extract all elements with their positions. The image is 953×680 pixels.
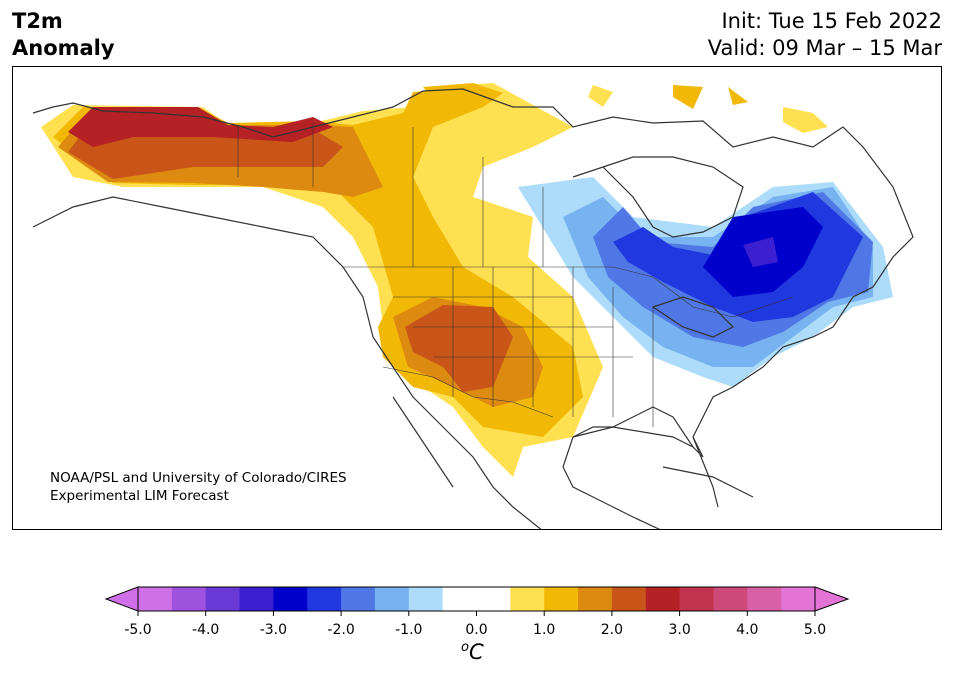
cool-anomaly-region (518, 177, 893, 387)
colorbar-segment (205, 587, 241, 611)
colorbar-tick-label: -1.0 (395, 622, 423, 638)
colorbar-segment (408, 587, 444, 611)
colorbar-segment (476, 587, 511, 611)
units-degree: o (461, 640, 469, 655)
colorbar-segment (713, 587, 748, 611)
colorbar-low-extend (104, 586, 139, 612)
credit-line-1: NOAA/PSL and University of Colorado/CIRE… (50, 470, 347, 486)
colorbar-tick-label: -4.0 (192, 622, 220, 638)
warm-arctic-2 (588, 85, 613, 107)
colorbar-tick-label: -3.0 (259, 622, 288, 638)
colorbar-segment (442, 587, 477, 611)
colorbar-tick-label: -5.0 (124, 622, 152, 638)
north-america-outline (32, 88, 914, 529)
credit-line-2: Experimental LIM Forecast (50, 487, 229, 504)
anomaly-map: NOAA/PSL and University of Colorado/CIRE… (12, 66, 942, 530)
colorbar-segment (747, 587, 782, 611)
title-line-2: Anomaly (12, 36, 115, 60)
colorbar-tick-label: -2.0 (327, 622, 355, 638)
valid-date: Valid: 09 Mar – 15 Mar (707, 36, 942, 60)
map-title: T2m Anomaly (12, 8, 115, 62)
colorbar-tick-label: 0.0 (465, 622, 488, 638)
map-canvas (32, 83, 914, 529)
us-canada-border (343, 266, 794, 318)
units-label: C (468, 640, 484, 664)
colorbar-tick-label: 4.0 (736, 622, 759, 638)
colorbar-segments (138, 587, 816, 611)
warm-arctic-4 (728, 87, 748, 105)
colorbar-segment (138, 587, 173, 611)
colorbar-tick-label: 1.0 (533, 622, 556, 638)
us-mexico-border (382, 366, 554, 418)
great-lakes (651, 296, 735, 338)
colorbar-segment (273, 587, 308, 611)
cool-level-6 (743, 237, 778, 267)
colorbar-tick-label: 3.0 (668, 622, 691, 638)
colorbar-segment (341, 587, 376, 611)
political-borders (237, 123, 794, 427)
colorbar-high-extend (814, 586, 850, 612)
colorbar-segment (307, 587, 342, 611)
colorbar-ticks (137, 611, 816, 616)
colorbar-units: oC (461, 640, 484, 664)
colorbar-segment (679, 587, 714, 611)
west-coast (32, 196, 542, 529)
colorbar-segment (510, 587, 545, 611)
forecast-dates: Init: Tue 15 Feb 2022 Valid: 09 Mar – 15… (708, 8, 942, 62)
colorbar-tick-label: 5.0 (803, 622, 827, 638)
florida (692, 436, 719, 508)
colorbar-segment (171, 587, 207, 611)
colorbar-segment (611, 587, 647, 611)
hudson-bay (572, 156, 744, 238)
colorbar-segment (239, 587, 274, 611)
init-date: Init: Tue 15 Feb 2022 (721, 9, 942, 33)
baja (392, 396, 454, 488)
credit-text: NOAA/PSL and University of Colorado/CIRE… (50, 470, 347, 505)
us-states-grid (393, 267, 654, 427)
colorbar-segment (781, 587, 816, 611)
colorbar-segment (578, 587, 613, 611)
warm-anomaly-region (41, 83, 828, 477)
colorbar-segment (645, 587, 681, 611)
coastlines (32, 88, 914, 529)
cuba (662, 466, 754, 498)
colorbar-segment (374, 587, 410, 611)
warm-arctic-5 (783, 107, 828, 133)
warm-level-5 (68, 107, 333, 147)
gulf-coast (572, 426, 694, 448)
title-line-1: T2m (12, 9, 63, 33)
colorbar-segment (544, 587, 579, 611)
warm-arctic-3 (673, 85, 703, 109)
colorbar-tick-label: 2.0 (600, 622, 624, 638)
